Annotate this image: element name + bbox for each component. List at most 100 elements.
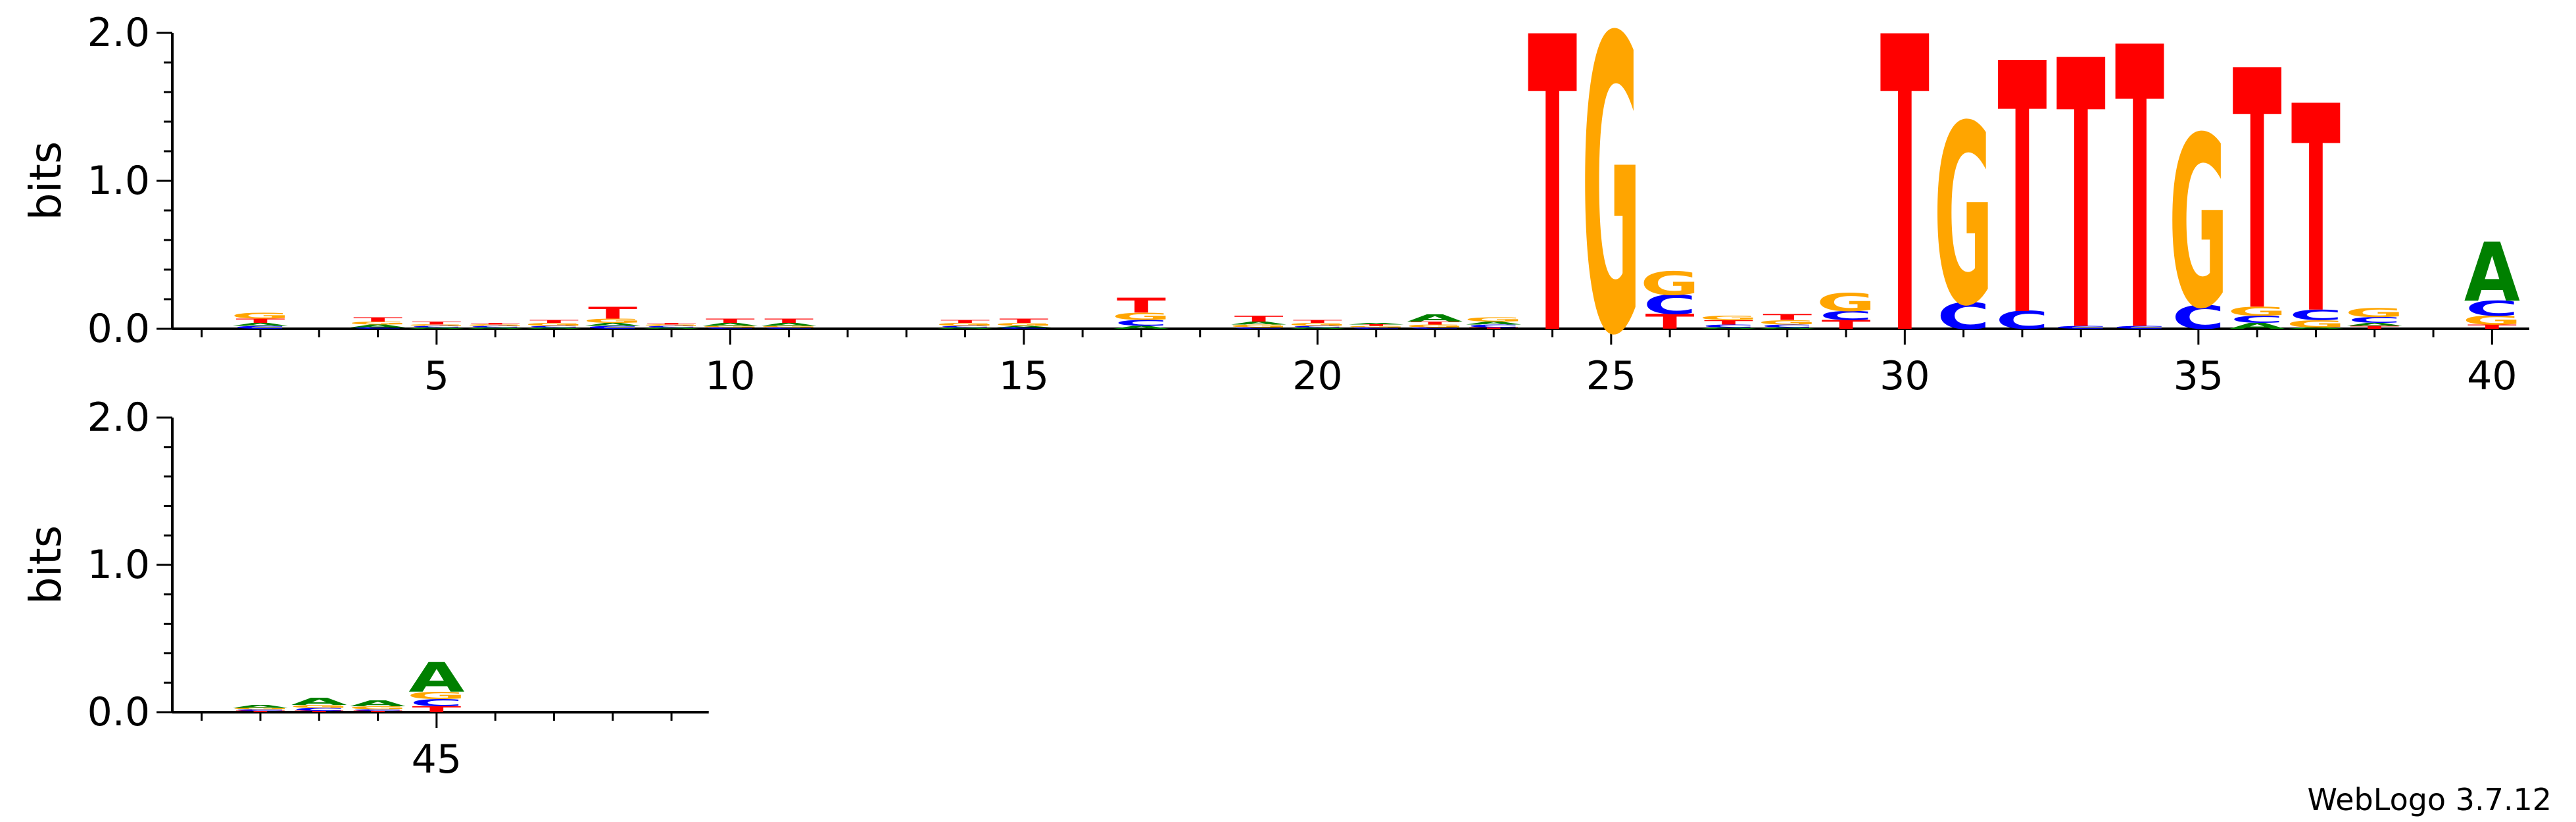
logo-letter-a: A	[644, 327, 700, 329]
logo-letter-t: T	[412, 705, 461, 714]
x-tick-label: 45	[412, 737, 462, 783]
logo-letter-c: C	[410, 697, 464, 709]
logo-letter-g: G	[1229, 324, 1288, 328]
logo-letter-g: G	[760, 326, 819, 328]
logo-letter-a: A	[2229, 322, 2286, 331]
logo-letter-t: T	[1762, 312, 1812, 322]
logo-letter-g: G	[1405, 324, 1465, 328]
x-tick-label: 40	[2467, 353, 2517, 399]
x-tick-label: 20	[1292, 353, 1342, 399]
logo-letter-t: T	[412, 321, 461, 326]
logo-letter-c: C	[527, 326, 581, 328]
y-tick-label: 0.0	[87, 306, 150, 352]
logo-letter-t: T	[353, 710, 402, 713]
logo-letter-g: G	[2345, 306, 2404, 320]
logo-letter-t: T	[2056, 0, 2106, 414]
logo-letter-g: G	[1699, 314, 1758, 322]
x-tick-label: 35	[2174, 353, 2224, 399]
y-axis-label: bits	[20, 141, 71, 221]
logo-letter-a: A	[232, 322, 288, 327]
logo-letter-a: A	[1231, 321, 1287, 326]
logo-letter-a: A	[408, 327, 464, 329]
logo-letter-t: T	[940, 319, 990, 324]
logo-letter-c: C	[1291, 326, 1344, 328]
y-tick-label: 2.0	[87, 10, 150, 56]
logo-letter-g: G	[466, 324, 525, 327]
logo-letter-a: A	[702, 322, 758, 327]
logo-letter-t: T	[235, 710, 285, 713]
logo-letter-c: C	[2231, 314, 2284, 326]
logo-letter-c: C	[762, 327, 815, 329]
logo-letter-a: A	[408, 654, 464, 701]
logo-letter-a: A	[1290, 327, 1346, 329]
logo-letter-a: A	[1407, 312, 1463, 324]
logo-letter-t: T	[1880, 0, 1930, 425]
logo-letter-c: C	[2348, 316, 2401, 325]
logo-letter-c: C	[234, 709, 287, 712]
y-tick-label: 0.0	[87, 689, 150, 735]
logo-letter-c: C	[351, 709, 404, 712]
logo-letter-c: C	[2054, 325, 2108, 329]
logo-letter-g: G	[348, 706, 407, 710]
logo-letter-t: T	[2350, 325, 2399, 329]
logo-letter-a: A	[2288, 327, 2344, 329]
logo-letter-t: T	[706, 318, 755, 325]
logo-letter-a: A	[526, 327, 582, 329]
logo-letter-c: C	[938, 326, 992, 328]
logo-letter-a: A	[1348, 322, 1404, 325]
logo-letter-t: T	[1645, 310, 1695, 334]
logo-letter-t: T	[647, 322, 696, 325]
logo-letter-c: C	[1937, 295, 1990, 337]
logo-letter-a: A	[1466, 321, 1522, 326]
logo-letter-a: A	[350, 324, 406, 328]
logo-letter-g: G	[289, 704, 349, 709]
logo-letter-g: G	[1582, 0, 1641, 425]
logo-letter-c: C	[586, 325, 639, 329]
logo-letter-g: G	[1288, 322, 1347, 327]
logo-letter-g: G	[231, 311, 290, 320]
logo-letter-c: C	[2289, 307, 2343, 324]
logo-letter-c: C	[1702, 324, 1755, 328]
logo-letter-t: T	[2115, 0, 2165, 418]
logo-letter-t: T	[1997, 0, 2047, 393]
logo-letter-t: T	[2233, 3, 2283, 385]
logo-letter-t: T	[999, 318, 1048, 325]
logo-letter-c: C	[2113, 325, 2166, 329]
logo-letter-a: A	[585, 322, 641, 327]
logo-letter-g: G	[1347, 326, 1406, 328]
logo-letter-t: T	[1351, 324, 1401, 327]
logo-letter-g: G	[407, 324, 466, 327]
logo-letter-c: C	[2172, 299, 2225, 337]
x-tick-label: 30	[1880, 353, 1930, 399]
logo-letter-g: G	[524, 322, 583, 327]
logo-letter-g: G	[2169, 88, 2228, 361]
logo-letter-a: A	[937, 327, 993, 329]
logo-letter-a: A	[232, 704, 288, 709]
logo-letter-c: C	[469, 326, 522, 328]
logo-letter-g: G	[407, 690, 466, 702]
logo-letter-t: T	[1234, 314, 1284, 323]
logo-letter-g: G	[583, 318, 643, 325]
logo-letter-a: A	[350, 699, 406, 708]
logo-letter-t: T	[588, 303, 637, 322]
logo-letter-t: T	[2291, 47, 2341, 377]
y-tick-label: 1.0	[87, 158, 150, 204]
logo-letter-t: T	[1822, 318, 1871, 332]
logo-letter-t: T	[1469, 327, 1519, 329]
logo-letter-g: G	[2462, 313, 2521, 327]
logo-letter-c: C	[1467, 324, 1520, 328]
logo-letter-t: T	[529, 319, 579, 324]
logo-letter-g: G	[231, 708, 290, 710]
logo-letter-a: A	[1759, 327, 1815, 329]
logo-letter-a: A	[2464, 226, 2520, 320]
logo-letter-t: T	[471, 322, 520, 325]
logo-letter-t: T	[1528, 0, 1578, 425]
logo-letter-a: A	[1701, 327, 1757, 329]
logo-letter-c: C	[998, 327, 1051, 329]
logo-letter-c: C	[1996, 306, 2049, 335]
x-tick-label: 10	[705, 353, 755, 399]
logo-letter-t: T	[353, 316, 402, 323]
x-tick-label: 15	[999, 353, 1049, 399]
